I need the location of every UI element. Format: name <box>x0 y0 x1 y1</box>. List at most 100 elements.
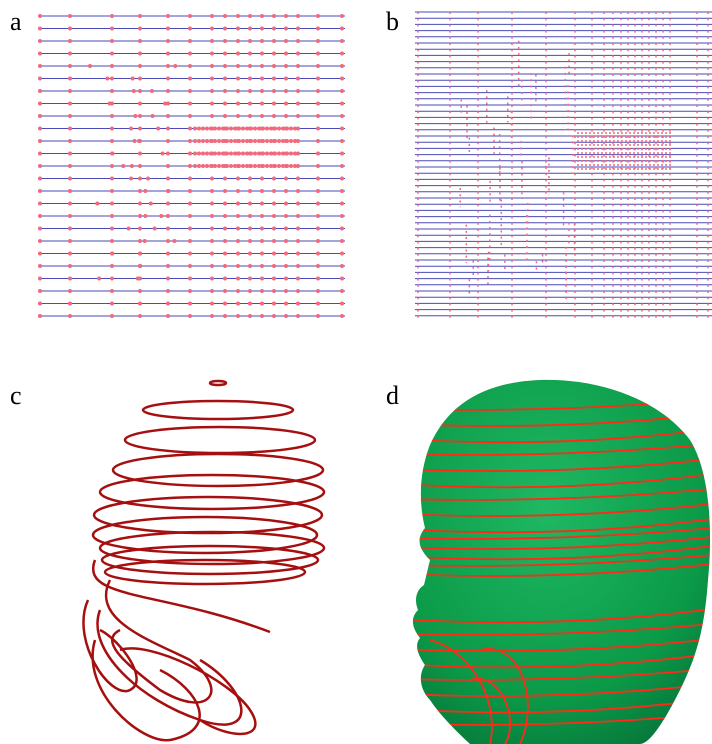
sample-point <box>68 277 72 281</box>
sample-point <box>236 52 240 56</box>
sample-point <box>131 77 135 81</box>
sample-point <box>110 52 114 56</box>
sample-point <box>68 14 72 18</box>
sample-point <box>133 114 137 118</box>
sample-point <box>281 139 285 143</box>
sample-point <box>221 127 225 131</box>
sample-point <box>110 239 114 243</box>
sample-point <box>272 114 276 118</box>
sample-point <box>284 114 288 118</box>
sample-point <box>68 214 72 218</box>
sample-point <box>236 39 240 43</box>
sample-point <box>210 302 214 306</box>
sample-point <box>110 277 114 281</box>
sample-point <box>210 239 214 243</box>
sample-point <box>129 177 133 181</box>
sample-point <box>223 27 227 31</box>
sample-point <box>110 302 114 306</box>
contour-loop <box>106 580 211 702</box>
sample-point <box>68 252 72 256</box>
sample-point <box>205 152 209 156</box>
sample-point <box>223 314 227 318</box>
sample-point <box>229 164 233 168</box>
sample-point <box>316 289 320 293</box>
sample-point <box>188 102 192 106</box>
sample-point <box>316 277 320 281</box>
sample-point <box>273 152 277 156</box>
sample-point <box>38 52 42 56</box>
sample-point <box>188 152 192 156</box>
sample-point <box>248 214 252 218</box>
sample-point <box>210 289 214 293</box>
sample-point <box>248 89 252 93</box>
sample-point <box>223 114 227 118</box>
sample-point <box>260 302 264 306</box>
sample-point <box>260 27 264 31</box>
sample-point <box>273 164 277 168</box>
sample-point <box>265 164 269 168</box>
sample-point <box>296 14 300 18</box>
sample-point <box>138 52 142 56</box>
sample-point <box>296 89 300 93</box>
sample-point <box>261 152 265 156</box>
sample-point <box>272 77 276 81</box>
sample-point <box>269 164 273 168</box>
sample-point <box>193 164 197 168</box>
sample-point <box>233 127 237 131</box>
sample-point <box>38 252 42 256</box>
sample-point <box>38 89 42 93</box>
sample-point <box>260 177 264 181</box>
sample-point <box>316 264 320 268</box>
sample-point <box>316 89 320 93</box>
sample-point <box>296 177 300 181</box>
sample-point <box>188 77 192 81</box>
panel-a <box>38 14 345 318</box>
sample-point <box>205 127 209 131</box>
sample-point <box>316 227 320 231</box>
sample-point <box>166 127 170 131</box>
sample-point <box>296 114 300 118</box>
sample-point <box>121 164 125 168</box>
sample-point <box>138 39 142 43</box>
sample-point <box>284 302 288 306</box>
sample-point <box>340 214 344 218</box>
sample-point <box>138 14 142 18</box>
panel-b <box>415 12 712 318</box>
sample-point <box>138 27 142 31</box>
sample-point <box>340 139 344 143</box>
sample-point <box>110 152 114 156</box>
sample-point <box>249 139 253 143</box>
sample-point <box>241 164 245 168</box>
sample-point <box>217 152 221 156</box>
sample-point <box>296 189 300 193</box>
sample-point <box>68 39 72 43</box>
sample-point <box>108 102 112 106</box>
sample-point <box>138 252 142 256</box>
sample-point <box>340 264 344 268</box>
sample-point <box>166 214 170 218</box>
sample-point <box>260 239 264 243</box>
sample-point <box>223 14 227 18</box>
sample-point <box>236 289 240 293</box>
sample-point <box>260 202 264 206</box>
sample-point <box>173 64 177 68</box>
sample-point <box>340 52 344 56</box>
sample-point <box>188 189 192 193</box>
sample-point <box>188 289 192 293</box>
sample-point <box>284 264 288 268</box>
sample-point <box>210 14 214 18</box>
sample-point <box>248 64 252 68</box>
sample-point <box>289 152 293 156</box>
sample-point <box>272 27 276 31</box>
sample-point <box>201 139 205 143</box>
sample-point <box>105 77 109 81</box>
sample-point <box>293 127 297 131</box>
sample-point <box>217 127 221 131</box>
sample-point <box>188 252 192 256</box>
sample-point <box>237 164 241 168</box>
sample-point <box>210 64 214 68</box>
sample-point <box>110 177 114 181</box>
sample-point <box>253 164 257 168</box>
sample-point <box>248 227 252 231</box>
sample-point <box>284 277 288 281</box>
